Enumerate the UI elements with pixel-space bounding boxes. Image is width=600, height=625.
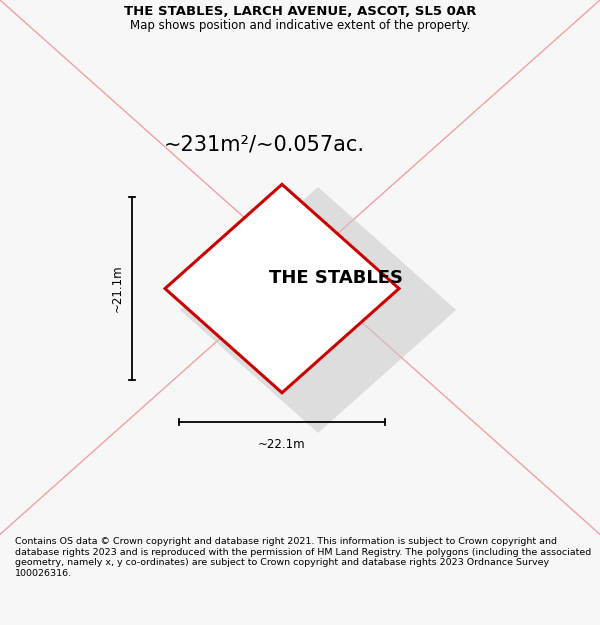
Text: THE STABLES, LARCH AVENUE, ASCOT, SL5 0AR: THE STABLES, LARCH AVENUE, ASCOT, SL5 0A… (124, 6, 476, 18)
Text: ~22.1m: ~22.1m (258, 438, 306, 451)
Text: THE STABLES: THE STABLES (269, 269, 403, 287)
Text: Map shows position and indicative extent of the property.: Map shows position and indicative extent… (130, 19, 470, 32)
Polygon shape (180, 187, 456, 433)
Text: Contains OS data © Crown copyright and database right 2021. This information is : Contains OS data © Crown copyright and d… (15, 538, 591, 578)
Text: ~21.1m: ~21.1m (110, 265, 124, 312)
Polygon shape (165, 184, 399, 392)
Text: ~231m²/~0.057ac.: ~231m²/~0.057ac. (163, 134, 364, 154)
